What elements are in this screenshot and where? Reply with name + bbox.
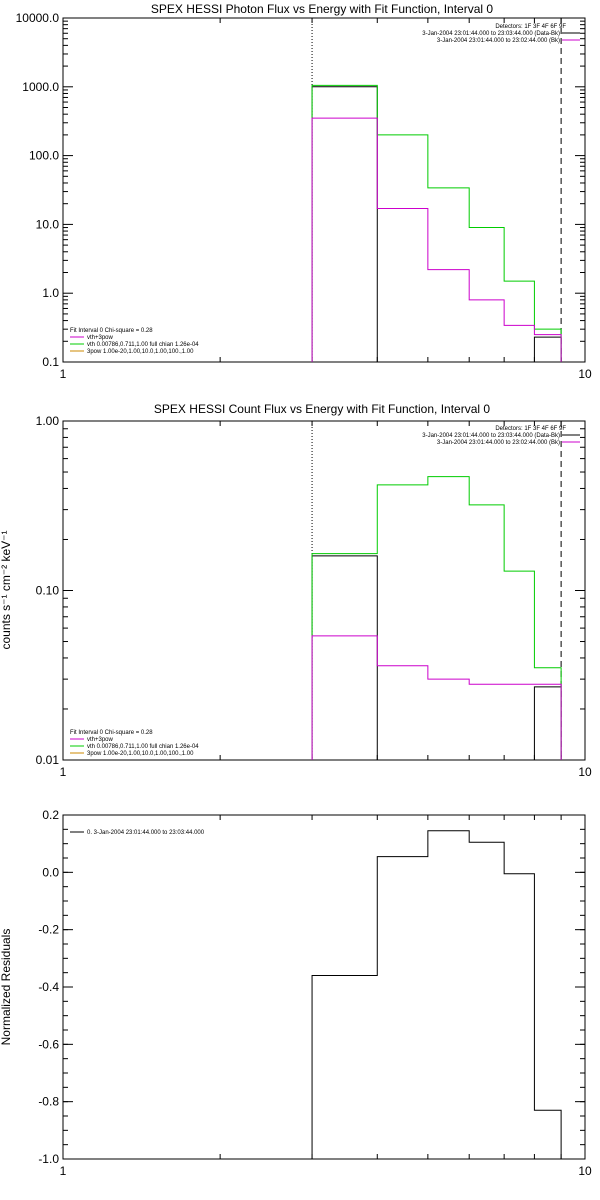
y-tick-label: 0.0 <box>42 865 59 879</box>
x-tick-label: 10 <box>578 765 592 779</box>
x-tick-label: 1 <box>60 367 67 381</box>
legend-3pow: 3pow 1.00e-20,1.00,10.0,1.00,100.,1.00 <box>87 751 194 757</box>
y-axis-label: counts s⁻¹ cm⁻² keV⁻¹ <box>0 530 13 649</box>
x-tick-label: 10 <box>578 367 592 381</box>
y-tick-label: -0.8 <box>38 1095 59 1109</box>
legend-vth: vth 0.00786,0.711,1.00 full chian 1.26e-… <box>87 342 199 348</box>
legend-fit-interval: Fit Interval 0 Chi-square = 0.28 <box>70 328 153 334</box>
y-tick-label: 0.01 <box>36 753 60 767</box>
y-axis-label: Normalized Residuals <box>0 929 13 1046</box>
legend-3pow: 3pow 1.00e-20,1.00,10.0,1.00,100.,1.00 <box>87 349 194 355</box>
y-tick-label: 0.1 <box>42 355 59 369</box>
legend-residual-label: 0. 3-Jan-2004 23:01:44.000 to 23:03:44.0… <box>87 830 205 836</box>
y-tick-label: 1.00 <box>36 414 60 428</box>
x-tick-label: 1 <box>60 765 67 779</box>
y-tick-label: -0.4 <box>38 980 59 994</box>
y-tick-label: 1.0 <box>42 286 59 300</box>
legend-detectors: Detectors: 1F 3F 4F 6F 9F <box>495 24 566 30</box>
legend-vth: vth 0.00786,0.711,1.00 full chian 1.26e-… <box>87 744 199 750</box>
y-tick-label: 1000.0 <box>22 80 59 94</box>
series-step-line-2 <box>311 635 562 760</box>
chart-title: SPEX HESSI Count Flux vs Energy with Fit… <box>154 402 490 416</box>
y-tick-label: 10000.0 <box>16 11 60 25</box>
y-tick-label: 0.10 <box>36 584 60 598</box>
legend-detectors: Detectors: 1F 3F 4F 6F 9F <box>495 426 566 432</box>
legend-top-right: Detectors: 1F 3F 4F 6F 9F 3-Jan-2004 23:… <box>422 426 580 446</box>
legend-top-right: Detectors: 1F 3F 4F 6F 9F 3-Jan-2004 23:… <box>422 24 580 44</box>
series-step-line-0 <box>311 830 562 1159</box>
series-step-line-2 <box>311 117 562 362</box>
y-tick-label: -0.2 <box>38 923 59 937</box>
plot-frame <box>62 17 586 363</box>
y-tick-label: 0.2 <box>42 808 59 822</box>
y-tick-label: -1.0 <box>38 1152 59 1166</box>
panel-residuals: Normalized Residuals 1 10 -1.0 -0.8 -0.6 -0.4… <box>0 808 592 1178</box>
legend-residual: 0. 3-Jan-2004 23:01:44.000 to 23:03:44.0… <box>70 830 205 836</box>
panel-photon-flux: SPEX HESSI Photon Flux vs Energy with Fi… <box>16 2 592 381</box>
legend-bk: 3-Jan-2004 23:01:44.000 to 23:02:44.000 … <box>437 38 560 44</box>
legend-bk: 3-Jan-2004 23:01:44.000 to 23:02:44.000 … <box>437 440 560 446</box>
legend-data-bk: 3-Jan-2004 23:01:44.000 to 23:03:44.000 … <box>422 31 560 37</box>
panel-count-flux: SPEX HESSI Count Flux vs Energy with Fit… <box>0 402 592 779</box>
legend-fit: Fit Interval 0 Chi-square = 0.28 vth+3po… <box>70 328 199 355</box>
legend-vth-3pow: vth+3pow <box>87 737 114 743</box>
x-tick-label: 1 <box>60 1164 67 1178</box>
series-step-line-1 <box>311 476 562 760</box>
y-tick-label: -0.6 <box>38 1037 59 1051</box>
legend-vth-3pow: vth+3pow <box>87 335 114 341</box>
legend-fit-interval: Fit Interval 0 Chi-square = 0.28 <box>70 730 153 736</box>
legend-data-bk: 3-Jan-2004 23:01:44.000 to 23:03:44.000 … <box>422 433 560 439</box>
series-step-line-1 <box>311 84 562 362</box>
y-tick-label: 10.0 <box>36 217 60 231</box>
y-tick-label: 100.0 <box>29 149 59 163</box>
chart-title: SPEX HESSI Photon Flux vs Energy with Fi… <box>151 2 493 16</box>
x-tick-label: 10 <box>578 1164 592 1178</box>
legend-fit: Fit Interval 0 Chi-square = 0.28 vth+3po… <box>70 730 199 757</box>
